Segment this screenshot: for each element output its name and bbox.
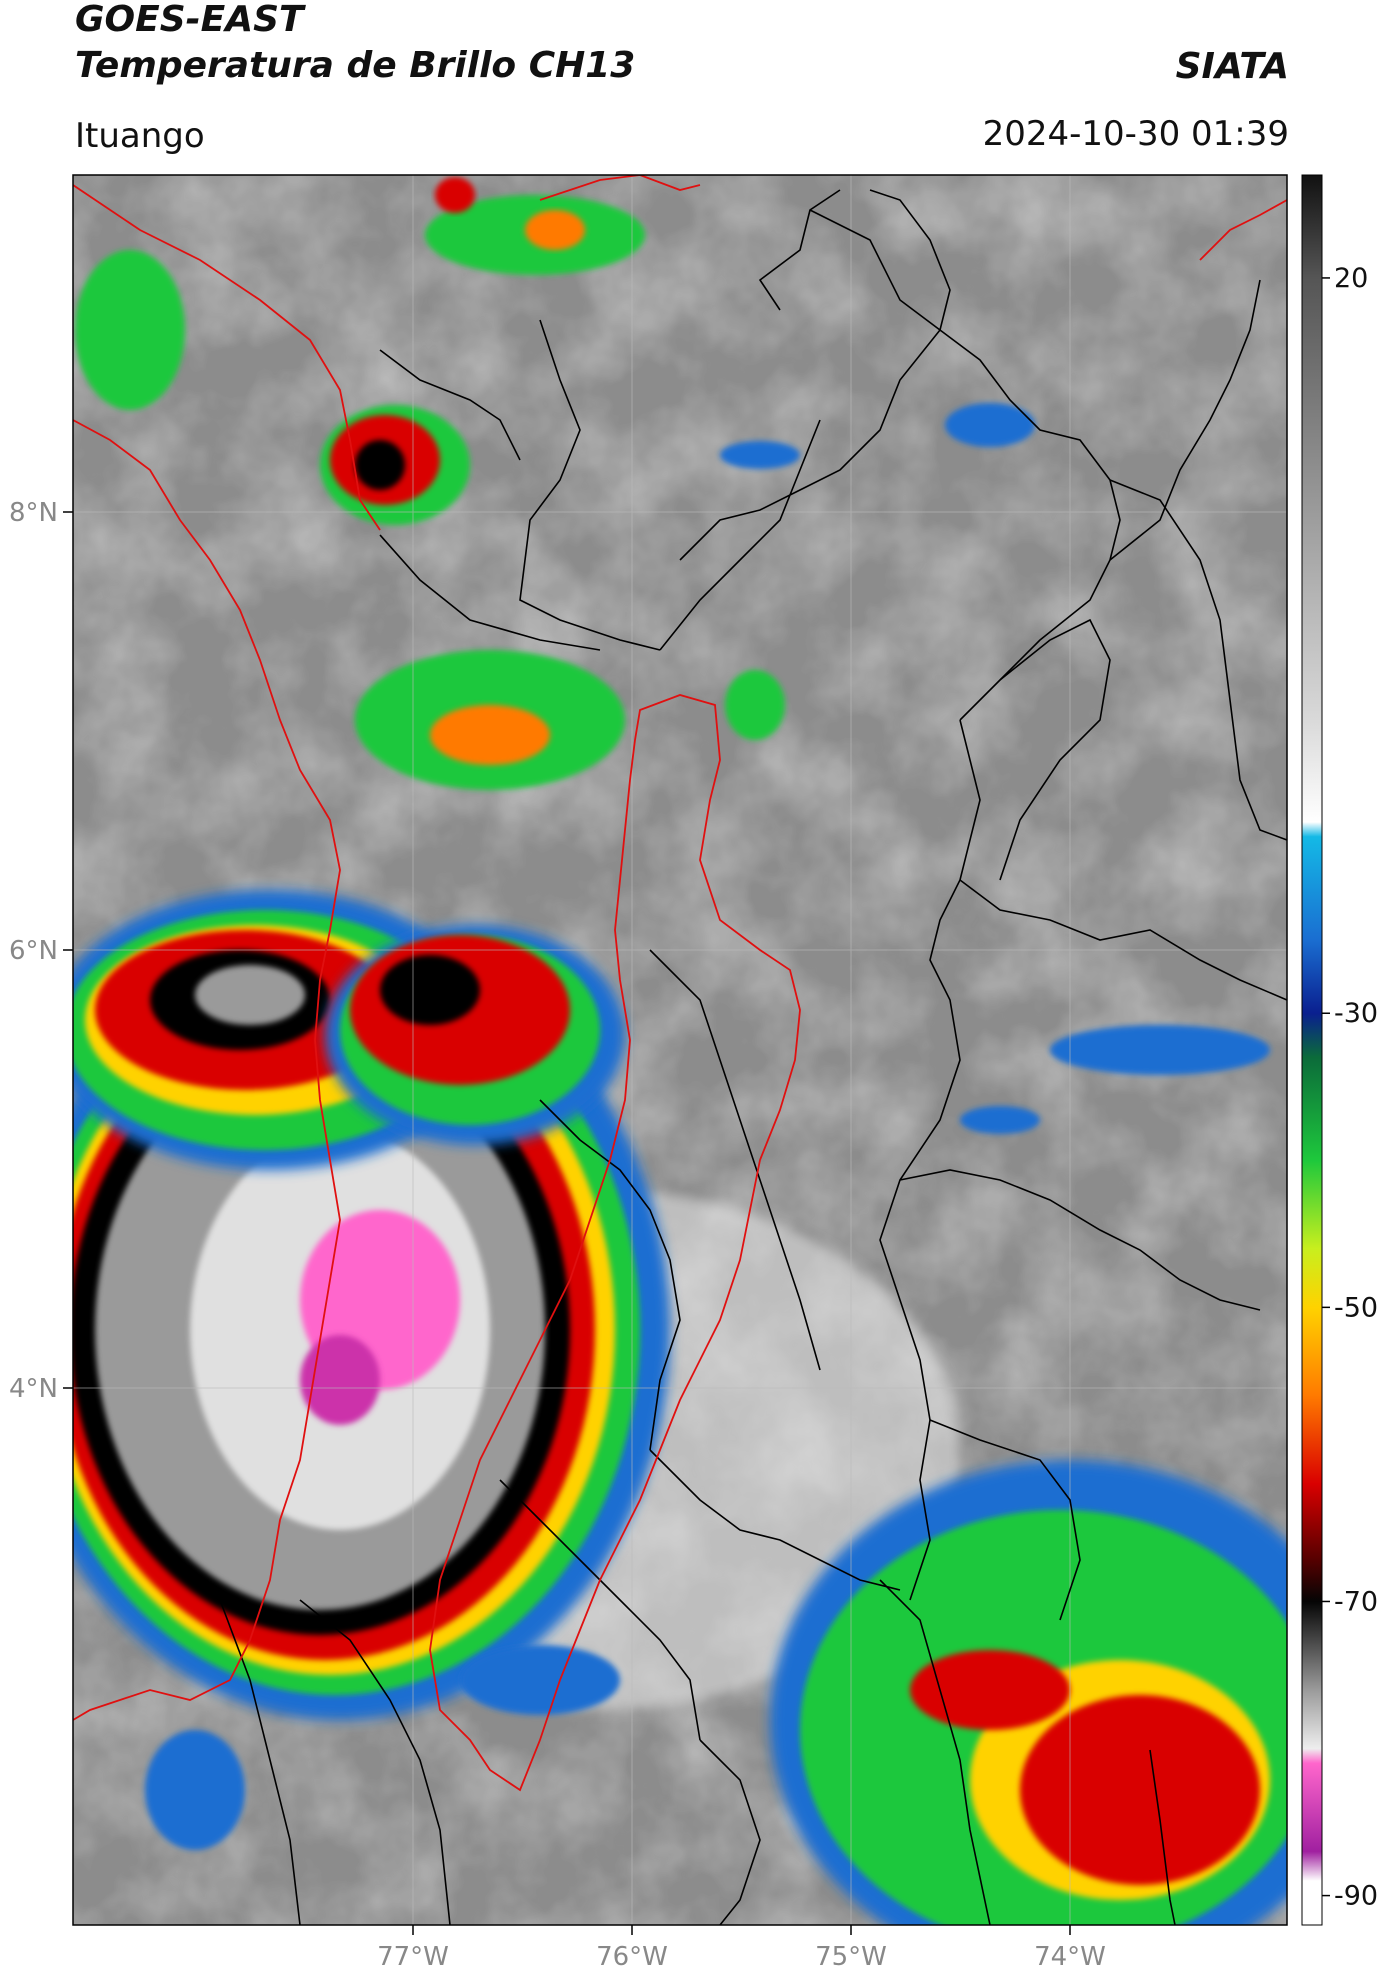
colorbar-ticks: 20 -30 -50 -70 -90 bbox=[1322, 263, 1378, 1912]
imagery-layer bbox=[73, 175, 1287, 1925]
map-frame bbox=[72, 174, 1288, 1926]
cold-patches bbox=[145, 403, 1270, 1850]
axis-ticks bbox=[63, 511, 1071, 1935]
red-boundaries bbox=[73, 175, 1287, 1792]
lon-label-76w: 76°W bbox=[596, 1942, 668, 1972]
ituango-outline bbox=[429, 694, 801, 1792]
colorbar-tick-label: -70 bbox=[1334, 1586, 1378, 1617]
department-borders bbox=[219, 189, 1287, 1925]
agency-label: SIATA bbox=[1175, 46, 1289, 87]
colorbar-tick-label: -90 bbox=[1334, 1881, 1378, 1912]
datetime-label: 2024-10-30 01:39 bbox=[982, 114, 1289, 154]
lon-label-77w: 77°W bbox=[377, 1942, 449, 1972]
storm-west-6n bbox=[73, 890, 625, 1170]
lat-label-6n: 6°N bbox=[9, 936, 58, 966]
colorbar-tick-label: 20 bbox=[1334, 263, 1368, 294]
colorbar-tick-label: -30 bbox=[1334, 998, 1378, 1029]
product-title: Temperatura de Brillo CH13 bbox=[75, 45, 636, 86]
lon-label-75w: 75°W bbox=[815, 1942, 887, 1972]
lat-label-8n: 8°N bbox=[9, 498, 58, 528]
colorbar-gradient bbox=[1301, 174, 1323, 1926]
graticule bbox=[73, 175, 1287, 1925]
lon-label-74w: 74°W bbox=[1034, 1942, 1106, 1972]
satellite-title: GOES-EAST bbox=[75, 0, 304, 40]
colorbar-tick-label: -50 bbox=[1334, 1292, 1378, 1323]
colorbar: 20 -30 -50 -70 -90 bbox=[1301, 174, 1378, 1926]
lat-label-4n: 4°N bbox=[9, 1374, 58, 1404]
region-label: Ituango bbox=[75, 116, 205, 156]
storm-north bbox=[75, 177, 645, 525]
storm-7n bbox=[355, 650, 785, 790]
